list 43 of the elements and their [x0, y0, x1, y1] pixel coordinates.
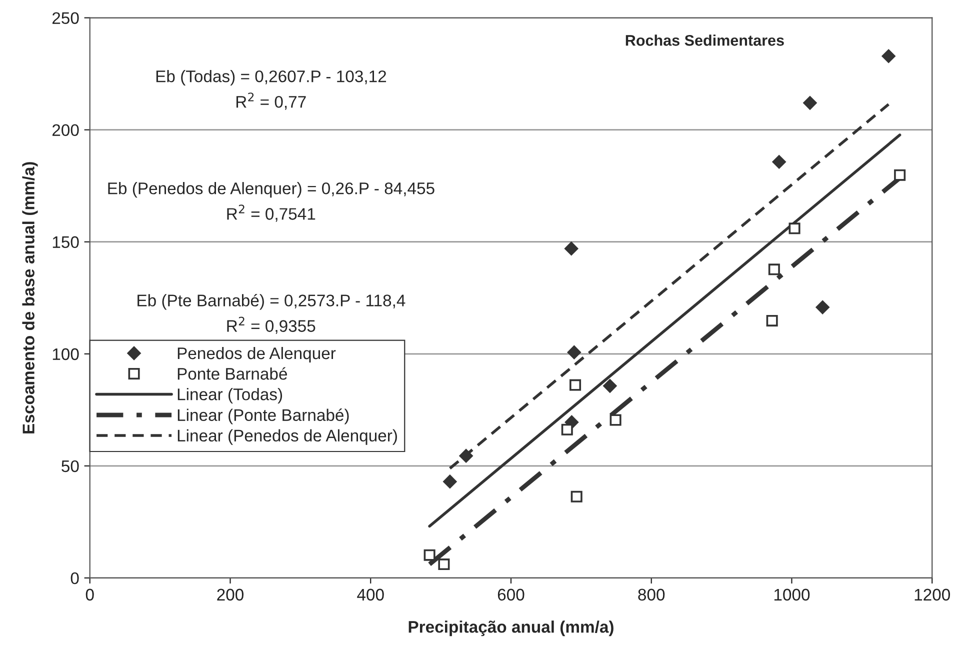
y-axis-title: Escoamento de base anual (mm/a) [22, 162, 38, 434]
point [561, 424, 573, 436]
y-tick-label: 100 [52, 348, 79, 360]
point [443, 474, 457, 488]
point [766, 314, 778, 326]
x-tick-label: 200 [217, 588, 244, 601]
point [459, 449, 473, 463]
legend-label: Linear (Penedos de Alenquer) [178, 429, 397, 445]
point [424, 549, 436, 561]
y-tick-label: 150 [52, 236, 79, 248]
y-tick-label: 200 [52, 124, 79, 136]
legend-label: Penedos de Alenquer [178, 346, 336, 362]
x-tick-label: 800 [638, 588, 665, 601]
point [603, 379, 617, 393]
point [816, 300, 830, 314]
point [610, 414, 622, 426]
y-tick-label: 250 [52, 12, 79, 24]
legend-label: Linear (Todas) [178, 388, 282, 404]
annotation: Eb (Pte Barnabé) = 0,2573.P - 118,4 R$^{2}$ = 0,9355 [138, 294, 406, 334]
point [570, 490, 582, 502]
point [894, 169, 906, 181]
point [564, 242, 578, 256]
point [882, 49, 896, 63]
point [768, 264, 780, 276]
y-tick-label: 0 [70, 572, 79, 584]
x-tick-label: 1000 [774, 588, 810, 601]
x-axis-title: Precipitação anual (mm/a) [408, 620, 614, 636]
legend-label: Linear (Ponte Barnabé) [178, 408, 349, 424]
point [567, 346, 581, 360]
text: Rochas Sedimentares [626, 34, 784, 46]
x-tick-label: 400 [357, 588, 384, 601]
point [772, 155, 786, 169]
x-tick-label: 0 [86, 588, 94, 601]
point [438, 558, 450, 570]
x-tick-label: 1200 [914, 588, 950, 601]
annotation: Eb (Penedos de Alenquer) = 0,26.P - 84,455 R$^{2}$ = 0,7541 [108, 182, 434, 222]
legend-label: Ponte Barnabé [178, 367, 287, 380]
point [788, 222, 800, 234]
y-tick-label: 50 [62, 460, 79, 472]
annotation: Eb (Todas) = 0,2607.P - 103,12 R$^{2}$ = 0,77 [156, 70, 386, 110]
point [803, 96, 817, 110]
point [570, 379, 582, 391]
x-tick-label: 600 [498, 588, 524, 601]
